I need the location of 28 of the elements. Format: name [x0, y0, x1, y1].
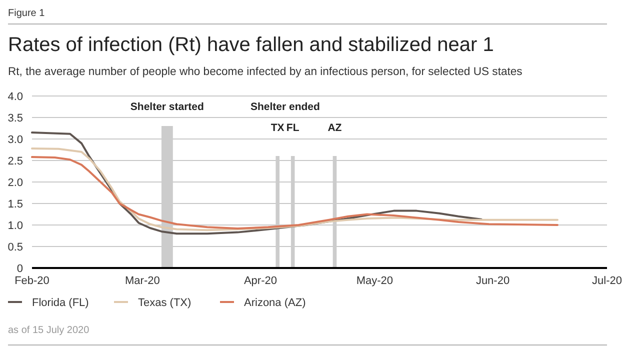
y-tick-label: 2.0 [8, 177, 23, 189]
y-tick-label: 2.5 [8, 156, 23, 168]
x-tick-label: May-20 [356, 275, 394, 287]
chart-title: Rates of infection (Rt) have fallen and stabilized near 1 [8, 34, 494, 56]
chart-subtitle: Rt, the average number of people who become infected by an infectious person, for selected US states [8, 66, 523, 78]
y-tick-label: 1.5 [8, 198, 23, 210]
legend-label: Florida (FL) [32, 297, 89, 309]
y-tick-label: 0.5 [8, 242, 23, 254]
band-label: AZ [328, 122, 342, 134]
line-series [31, 132, 482, 235]
band-label: Shelter started [130, 101, 204, 113]
caption: Figure 1 [8, 8, 46, 19]
band-label: TX [270, 122, 284, 134]
band-label: FL [286, 122, 300, 134]
x-tick-label: Jun-20 [476, 275, 510, 287]
x-tick-label: Feb-20 [14, 275, 50, 287]
annotation: Shelter ended [250, 101, 320, 113]
x-tick-label: Apr-20 [244, 275, 277, 287]
legend-label: Texas (TX) [138, 297, 192, 309]
y-tick-label: 0 [16, 263, 23, 275]
text: as of 15 July 2020 [8, 325, 90, 336]
y-tick-label: 3.0 [8, 134, 23, 146]
x-tick-label: Mar-20 [125, 275, 160, 287]
y-tick-label: 4.0 [8, 91, 23, 103]
x-tick-label: Jul-20 [592, 275, 622, 287]
legend-label: Arizona (AZ) [244, 297, 306, 309]
y-tick-label: 1.0 [8, 220, 23, 232]
y-tick-label: 3.5 [8, 112, 23, 124]
